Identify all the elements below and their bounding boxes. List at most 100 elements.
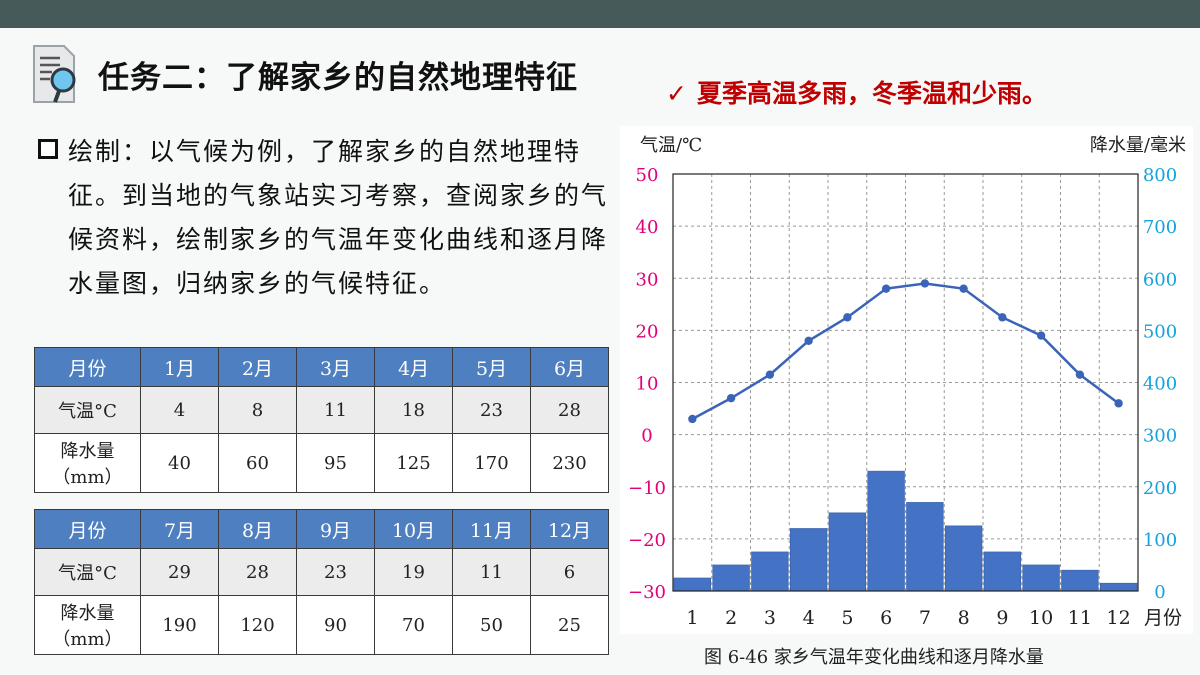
table-row-precipitation: 降水量 （mm） 40 60 95 125 170 230 (34, 433, 609, 493)
month-cell: 7月 (140, 509, 219, 549)
precipitation-bar (1022, 564, 1060, 592)
temperature-cell: 28 (530, 386, 609, 434)
temperature-cell: 29 (140, 548, 219, 596)
precipitation-label-line2: （mm） (52, 629, 123, 650)
temperature-cell: 8 (218, 386, 297, 434)
temperature-cell: 23 (296, 548, 375, 596)
left-tick-label: −20 (628, 530, 666, 551)
header-month-label: 月份 (34, 509, 141, 549)
checkmark-icon: ✓ (666, 79, 687, 108)
precipitation-bar (944, 525, 983, 592)
climate-summary: ✓ 夏季高温多雨，冬季温和少雨。 (666, 74, 1047, 110)
temperature-label: 气温°C (34, 548, 141, 596)
temperature-point (765, 370, 775, 379)
temperature-point (881, 284, 891, 293)
left-tick-label: −30 (628, 582, 666, 603)
precipitation-bar (1061, 569, 1099, 592)
right-tick-label: 300 (1143, 426, 1177, 447)
precipitation-bar (751, 551, 789, 592)
precipitation-cell: 190 (140, 595, 219, 655)
left-tick-label: 40 (636, 217, 659, 238)
figure-caption: 图 6-46 家乡气温年变化曲线和逐月降水量 (704, 647, 1044, 668)
x-tick-label: 8 (958, 607, 970, 629)
header-month-label: 月份 (34, 347, 141, 387)
temperature-cell: 6 (530, 548, 609, 596)
climate-table-jul-dec: 月份 7月 8月 9月 10月 11月 12月 气温°C 29 28 23 19… (34, 509, 609, 655)
temperature-line (691, 282, 1120, 421)
x-tick-label: 6 (880, 607, 892, 629)
precipitation-label: 降水量 （mm） (34, 433, 141, 493)
temperature-point (959, 284, 968, 293)
precipitation-label: 降水量 （mm） (34, 595, 141, 655)
x-tick-label: 5 (841, 607, 853, 629)
precipitation-label-line2: （mm） (52, 467, 123, 488)
temperature-point (1036, 331, 1046, 340)
right-tick-label: 500 (1143, 321, 1177, 342)
month-cell: 11月 (452, 509, 531, 549)
table-header-row: 月份 1月 2月 3月 4月 5月 6月 (34, 347, 609, 387)
plot-frame (672, 173, 1139, 592)
month-cell: 5月 (452, 347, 531, 387)
x-tick-label: 11 (1068, 607, 1092, 629)
left-tick-label: −10 (628, 478, 666, 499)
left-axis-title: 气温/℃ (640, 135, 702, 156)
temperature-cell: 18 (374, 386, 453, 434)
x-tick-label: 12 (1107, 607, 1131, 629)
temperature-point (1075, 370, 1085, 379)
temperature-point (920, 279, 930, 288)
document-search-icon (33, 45, 76, 103)
temperature-cell: 23 (452, 386, 531, 434)
right-tick-label: 700 (1143, 217, 1177, 238)
right-axis-title: 降水量/毫米 (1090, 135, 1186, 156)
precipitation-cell: 70 (374, 595, 453, 655)
precipitation-bar (1099, 582, 1138, 592)
temperature-point (688, 414, 697, 424)
precipitation-bar (712, 564, 750, 592)
summary-text: 夏季高温多雨，冬季温和少雨。 (696, 79, 1047, 108)
climate-chart-svg: 50403020100−10−20−3080070060050040030020… (628, 135, 1186, 629)
instruction-text: 绘制：以气候为例，了解家乡的自然地理特征。到当地的气象站实习考察，查阅家乡的气候… (68, 137, 609, 298)
precipitation-cell: 120 (218, 595, 297, 655)
x-tick-label: 10 (1029, 607, 1053, 629)
left-tick-label: 30 (636, 269, 659, 290)
month-cell: 10月 (374, 509, 453, 549)
temperature-cell: 11 (452, 548, 531, 596)
precipitation-label-line1: 降水量 (60, 603, 115, 624)
temperature-point (804, 336, 813, 345)
temperature-point (998, 313, 1007, 322)
temperature-cell: 28 (218, 548, 297, 596)
climate-table-jan-jun: 月份 1月 2月 3月 4月 5月 6月 气温°C 4 8 11 18 23 2… (34, 347, 609, 493)
precipitation-cell: 95 (296, 433, 375, 493)
left-tick-label: 0 (641, 426, 652, 447)
right-tick-label: 100 (1143, 530, 1177, 551)
x-tick-label: 3 (764, 607, 776, 629)
precipitation-bar (867, 470, 905, 592)
temperature-point (726, 393, 736, 403)
month-cell: 4月 (374, 347, 453, 387)
right-tick-label: 0 (1154, 582, 1165, 603)
left-tick-label: 50 (636, 165, 659, 186)
precipitation-bar (828, 512, 867, 592)
month-cell: 12月 (530, 509, 609, 549)
month-cell: 8月 (218, 509, 297, 549)
temperature-point (843, 313, 852, 322)
instruction-block: 绘制：以气候为例，了解家乡的自然地理特征。到当地的气象站实习考察，查阅家乡的气候… (36, 130, 611, 306)
top-banner (0, 0, 1200, 28)
month-cell: 6月 (530, 347, 609, 387)
precipitation-label-line1: 降水量 (60, 441, 115, 462)
table-row-temperature: 气温°C 4 8 11 18 23 28 (34, 386, 609, 434)
precipitation-bar (983, 551, 1022, 592)
climate-chart: 50 40 30 20 10 0 −10 −20 −30 800 700 600 500 400 300 20… (620, 126, 1193, 634)
table-header-row: 月份 7月 8月 9月 10月 11月 12月 (34, 509, 609, 549)
x-tick-label: 1 (686, 607, 698, 629)
temperature-cell: 11 (296, 386, 375, 434)
month-cell: 9月 (296, 509, 375, 549)
table-row-temperature: 气温°C 29 28 23 19 11 6 (34, 548, 609, 596)
precipitation-bar (906, 502, 944, 592)
month-cell: 3月 (296, 347, 375, 387)
temperature-label: 气温°C (34, 386, 141, 434)
precipitation-cell: 230 (530, 433, 609, 493)
x-tick-label: 7 (919, 607, 931, 629)
temperature-cell: 19 (374, 548, 453, 596)
x-tick-label: 2 (725, 607, 737, 629)
